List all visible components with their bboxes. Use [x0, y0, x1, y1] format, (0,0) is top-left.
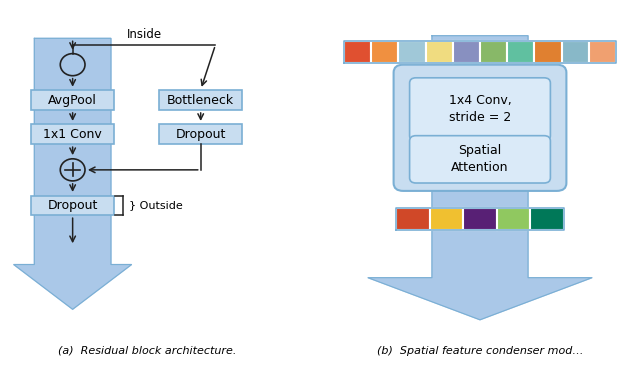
FancyBboxPatch shape: [562, 41, 589, 63]
Text: Dropout: Dropout: [175, 128, 226, 141]
Text: 1x1 Conv: 1x1 Conv: [44, 128, 102, 141]
FancyBboxPatch shape: [31, 90, 114, 110]
Text: 1x4 Conv,
stride = 2: 1x4 Conv, stride = 2: [449, 94, 511, 124]
FancyBboxPatch shape: [394, 65, 566, 191]
Text: (b)  Spatial feature condenser mod…: (b) Spatial feature condenser mod…: [377, 346, 583, 356]
Text: Bottleneck: Bottleneck: [167, 94, 234, 107]
FancyBboxPatch shape: [429, 208, 463, 230]
Polygon shape: [368, 36, 592, 320]
FancyBboxPatch shape: [410, 78, 550, 141]
FancyBboxPatch shape: [398, 41, 426, 63]
FancyBboxPatch shape: [31, 196, 114, 215]
FancyBboxPatch shape: [531, 208, 564, 230]
FancyBboxPatch shape: [507, 41, 534, 63]
Polygon shape: [14, 39, 132, 309]
FancyBboxPatch shape: [589, 41, 616, 63]
FancyBboxPatch shape: [463, 208, 497, 230]
FancyBboxPatch shape: [159, 124, 242, 144]
FancyBboxPatch shape: [453, 41, 480, 63]
FancyBboxPatch shape: [497, 208, 531, 230]
Text: Spatial
Attention: Spatial Attention: [451, 144, 509, 174]
FancyBboxPatch shape: [534, 41, 562, 63]
Text: AvgPool: AvgPool: [48, 94, 97, 107]
FancyBboxPatch shape: [480, 41, 507, 63]
FancyBboxPatch shape: [344, 41, 371, 63]
FancyBboxPatch shape: [410, 136, 550, 183]
Text: Inside: Inside: [127, 28, 161, 41]
Text: } Outside: } Outside: [129, 200, 182, 210]
Text: (a)  Residual block architecture.: (a) Residual block architecture.: [58, 346, 236, 356]
FancyBboxPatch shape: [159, 90, 242, 110]
FancyBboxPatch shape: [426, 41, 453, 63]
FancyBboxPatch shape: [371, 41, 398, 63]
FancyBboxPatch shape: [31, 124, 114, 144]
Text: Dropout: Dropout: [47, 199, 98, 212]
FancyBboxPatch shape: [396, 208, 429, 230]
